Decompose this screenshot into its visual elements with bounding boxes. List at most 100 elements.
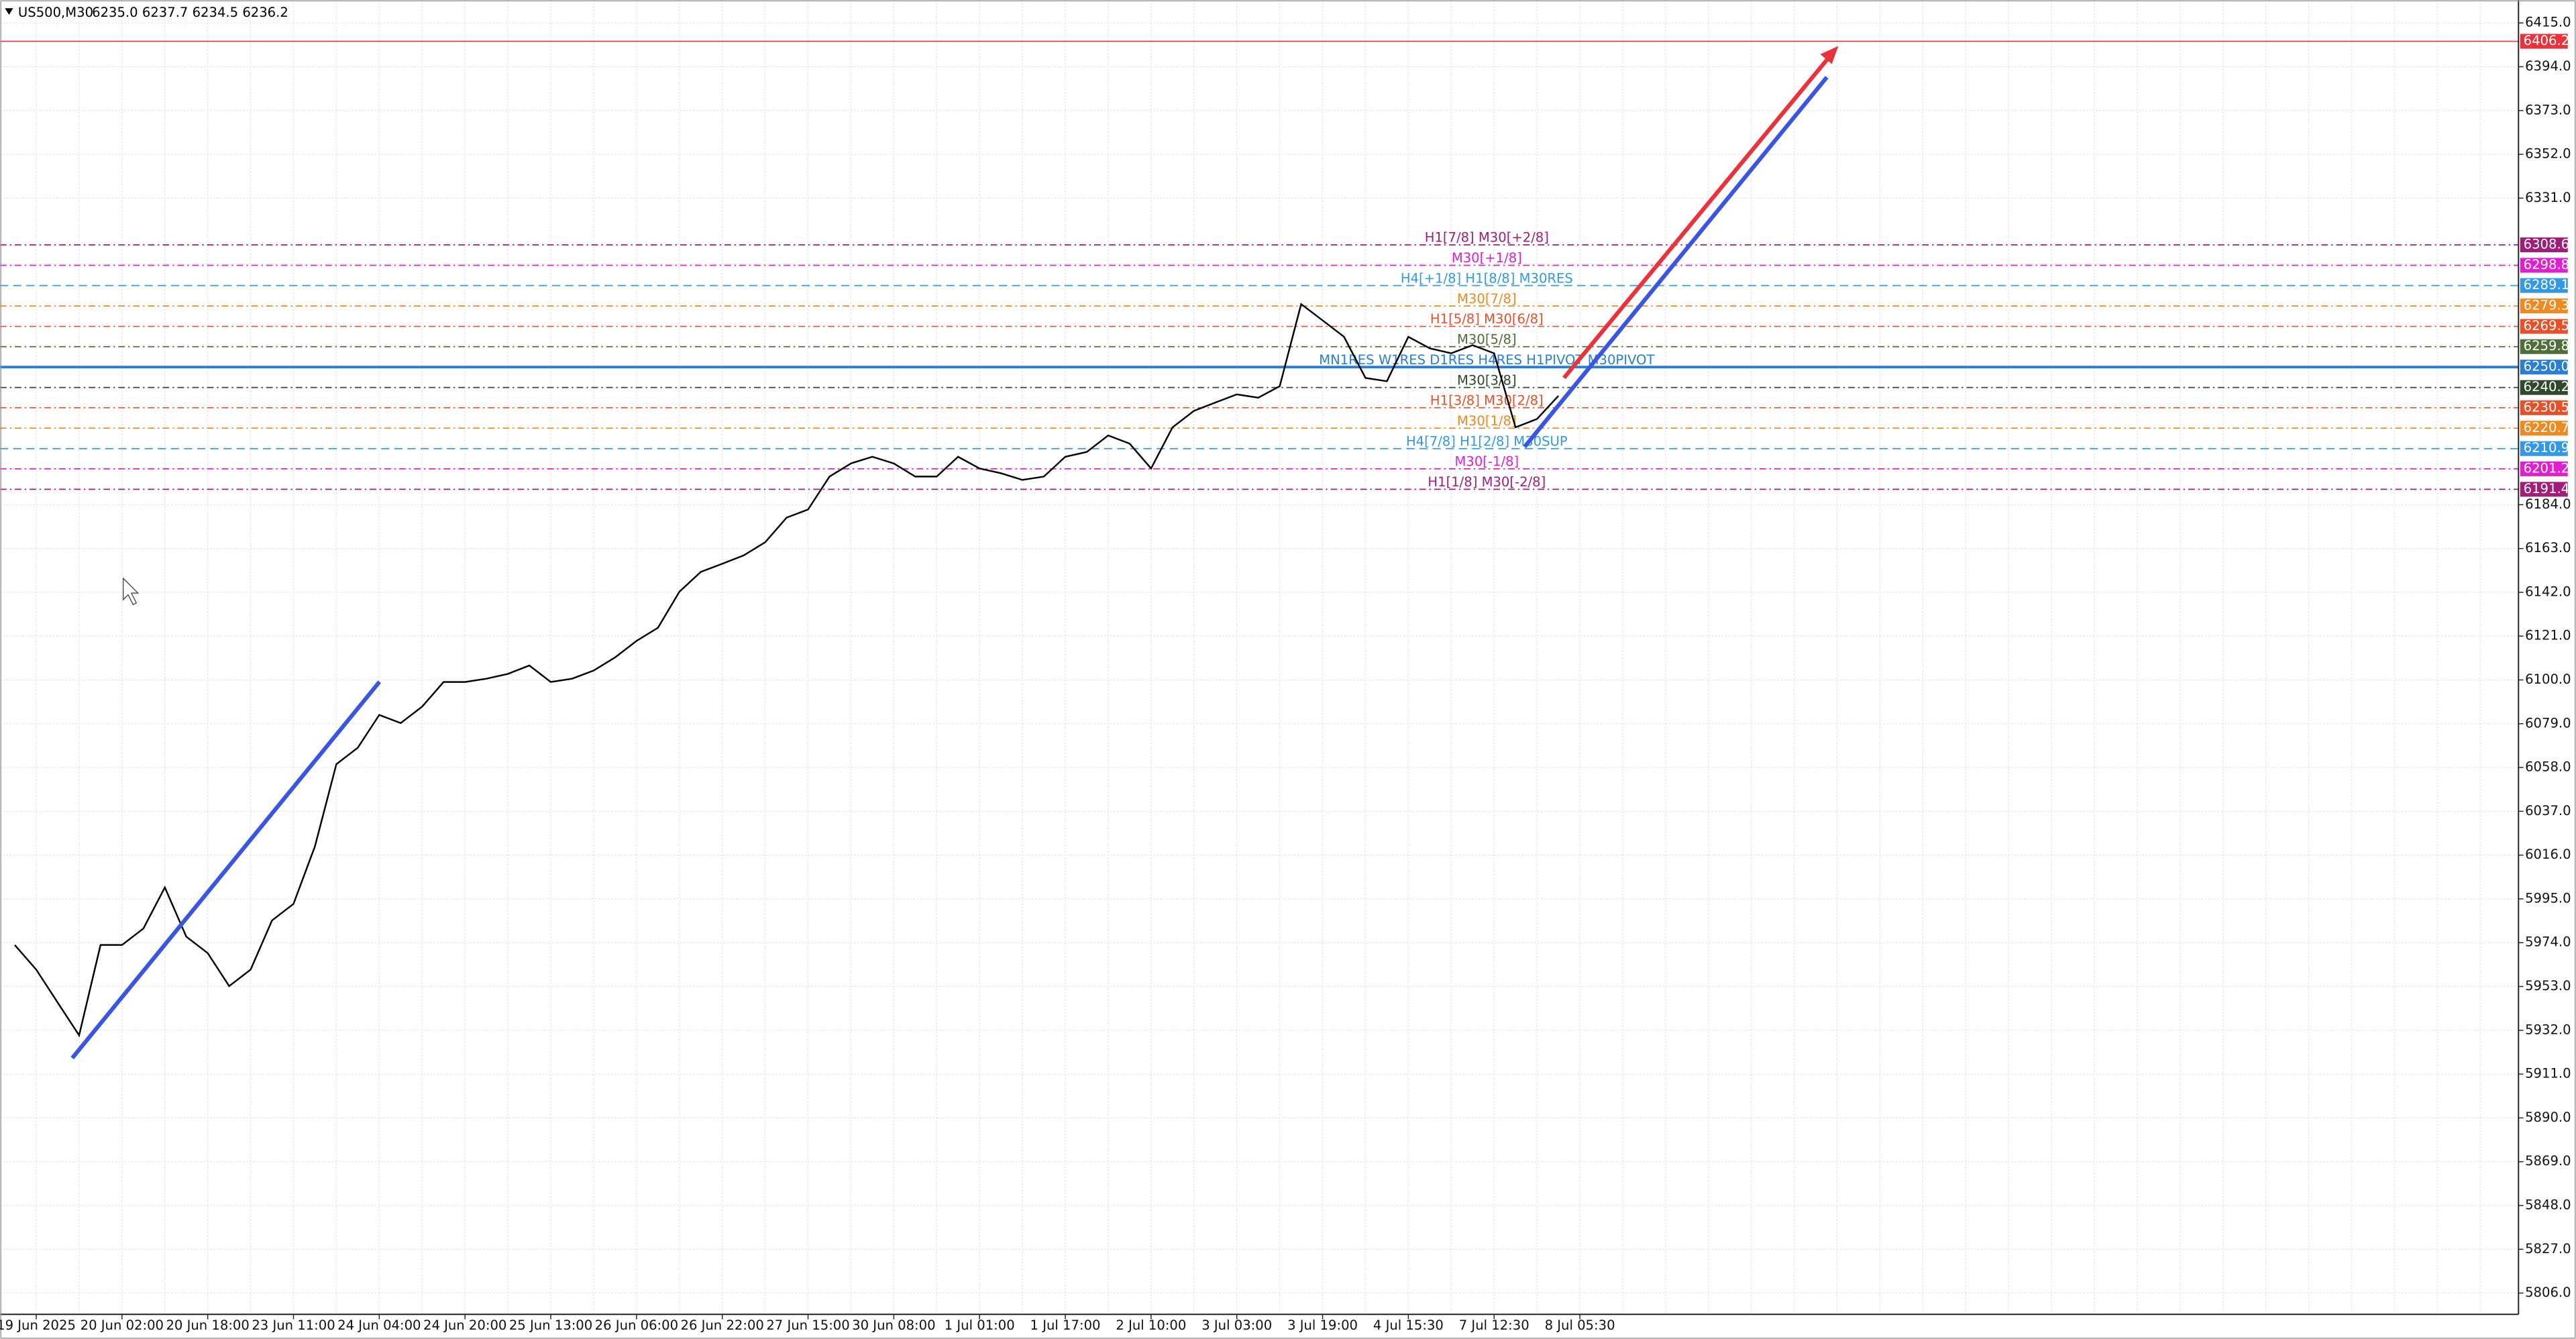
y-tick-label: 5911.0 — [2525, 1066, 2571, 1081]
menu-icon[interactable] — [5, 8, 13, 15]
x-tick-label: 20 Jun 18:00 — [166, 1318, 249, 1333]
price-label-box — [2520, 482, 2568, 497]
price-label: 6240.2 — [2524, 379, 2570, 394]
price-label-box — [2520, 339, 2568, 354]
price-label: 6210.9 — [2524, 440, 2570, 456]
y-tick-label: 5995.0 — [2525, 890, 2571, 906]
y-tick-label: 6415.0 — [2525, 15, 2571, 30]
y-tick-label: 6037.0 — [2525, 803, 2571, 818]
x-tick-label: 1 Jul 17:00 — [1030, 1318, 1101, 1333]
y-tick-label: 5890.0 — [2525, 1110, 2571, 1125]
x-tick-label: 24 Jun 04:00 — [337, 1318, 421, 1333]
price-label: 6201.2 — [2524, 460, 2570, 476]
x-tick-label: 24 Jun 20:00 — [423, 1318, 506, 1333]
trend-line — [1523, 76, 1829, 449]
level-annotation: M30[1/8] — [1457, 413, 1517, 429]
price-label: 6259.8 — [2524, 338, 2570, 354]
ohlc-values: 6235.0 6237.7 6234.5 6236.2 — [92, 5, 288, 20]
y-tick-label: 6394.0 — [2525, 58, 2571, 74]
plot — [14, 303, 1560, 1038]
level-annotation: H1[3/8] M30[2/8] — [1430, 393, 1544, 409]
level-annotation: H1[5/8] M30[6/8] — [1430, 311, 1544, 327]
price-label: 6279.3 — [2524, 298, 2570, 313]
y-tick-label: 6058.0 — [2525, 759, 2571, 775]
y-tick-label: 6079.0 — [2525, 715, 2571, 731]
y-tick-label: 6142.0 — [2525, 584, 2571, 599]
price-line — [14, 303, 1560, 1038]
level-annotation: M30[7/8] — [1457, 291, 1517, 307]
price-label: 6298.8 — [2524, 257, 2570, 272]
y-tick-label: 6163.0 — [2525, 540, 2571, 555]
y-tick-label: 6121.0 — [2525, 628, 2571, 643]
level-annotation: M30[3/8] — [1457, 372, 1517, 388]
levels: H1[7/8] M30[+2/8] M30[+1/8] H4[+1/8] H1[8/… — [0, 40, 2519, 490]
x-tick-label: 27 Jun 15:00 — [766, 1318, 849, 1333]
x-tick-label: 26 Jun 06:00 — [595, 1318, 678, 1333]
price-label: 6230.5 — [2524, 399, 2570, 415]
x-tick-label: 20 Jun 02:00 — [80, 1318, 164, 1333]
y-tick-label: 6184.0 — [2525, 496, 2571, 512]
x-tick-label: 19 Jun 2025 — [0, 1318, 76, 1333]
y-tick-label: 5806.0 — [2525, 1285, 2571, 1300]
y-tick-label: 5869.0 — [2525, 1153, 2571, 1169]
x-tick-label: 8 Jul 05:30 — [1545, 1318, 1615, 1333]
arrow-line — [1562, 54, 1832, 380]
x-tick-label: 26 Jun 22:00 — [681, 1318, 764, 1333]
y-tick-label: 6100.0 — [2525, 672, 2571, 687]
price-label: 6406.2 — [2524, 33, 2570, 48]
price-label: 6250.0 — [2524, 359, 2570, 374]
price-label-box — [2520, 278, 2568, 293]
axes: 6415.0 6394.0 6373.0 6352.0 6331.0 6184.0 6163… — [0, 15, 2571, 1333]
price-label-box — [2520, 258, 2568, 273]
price-label-box — [2520, 421, 2568, 436]
x-tick-label: 1 Jul 01:00 — [945, 1318, 1015, 1333]
y-tick-label: 5953.0 — [2525, 978, 2571, 994]
price-label-box — [2520, 461, 2568, 476]
level-annotation: H4[7/8] H1[2/8] M30SUP — [1406, 433, 1568, 449]
mouse-cursor — [122, 577, 140, 606]
price-label-box — [2520, 441, 2568, 456]
chart-title: US500,M30 — [18, 5, 93, 20]
price-label-box — [2520, 299, 2568, 314]
level-annotation: MN1RES W1RES D1RES H4RES H1PIVOT M30PIVO… — [1319, 352, 1655, 368]
grid — [0, 0, 2519, 1315]
level-annotation: M30[+1/8] — [1452, 250, 1522, 266]
y-tick-label: 5848.0 — [2525, 1197, 2571, 1212]
x-tick-label: 3 Jul 03:00 — [1201, 1318, 1272, 1333]
x-tick-label: 4 Jul 15:30 — [1373, 1318, 1444, 1333]
level-annotation: M30[-1/8] — [1454, 454, 1519, 470]
price-label: 6191.4 — [2524, 481, 2570, 496]
x-tick-label: 23 Jun 11:00 — [252, 1318, 335, 1333]
y-tick-label: 6331.0 — [2525, 190, 2571, 205]
y-tick-label: 6016.0 — [2525, 847, 2571, 862]
level-annotation: H1[7/8] M30[+2/8] — [1425, 230, 1549, 246]
x-tick-label: 2 Jul 10:00 — [1116, 1318, 1186, 1333]
x-tick-label: 3 Jul 19:00 — [1287, 1318, 1358, 1333]
y-tick-label: 6352.0 — [2525, 146, 2571, 162]
x-tick-label: 25 Jun 13:00 — [509, 1318, 592, 1333]
price-label-box — [2520, 400, 2568, 415]
arrow-head — [1820, 46, 1839, 64]
price-label-box — [2520, 34, 2568, 49]
price-label: 6289.1 — [2524, 277, 2570, 292]
x-tick-label: 30 Jun 08:00 — [852, 1318, 935, 1333]
trend-line — [70, 680, 382, 1060]
price-label: 6269.5 — [2524, 318, 2570, 333]
price-label: 6220.7 — [2524, 420, 2570, 435]
price-label-box — [2520, 319, 2568, 334]
level-annotation: H1[1/8] M30[-2/8] — [1428, 474, 1546, 490]
x-tick-label: 7 Jul 12:30 — [1459, 1318, 1529, 1333]
y-tick-label: 5932.0 — [2525, 1022, 2571, 1037]
price-label-box — [2520, 360, 2568, 375]
y-tick-label: 5974.0 — [2525, 934, 2571, 950]
level-annotation: H4[+1/8] H1[8/8] M30RES — [1401, 270, 1573, 286]
price-label-box — [2520, 237, 2568, 253]
price-label: 6308.6 — [2524, 236, 2570, 252]
level-annotation: M30[5/8] — [1457, 331, 1517, 347]
y-tick-label: 6373.0 — [2525, 102, 2571, 117]
price-label-box — [2520, 380, 2568, 395]
